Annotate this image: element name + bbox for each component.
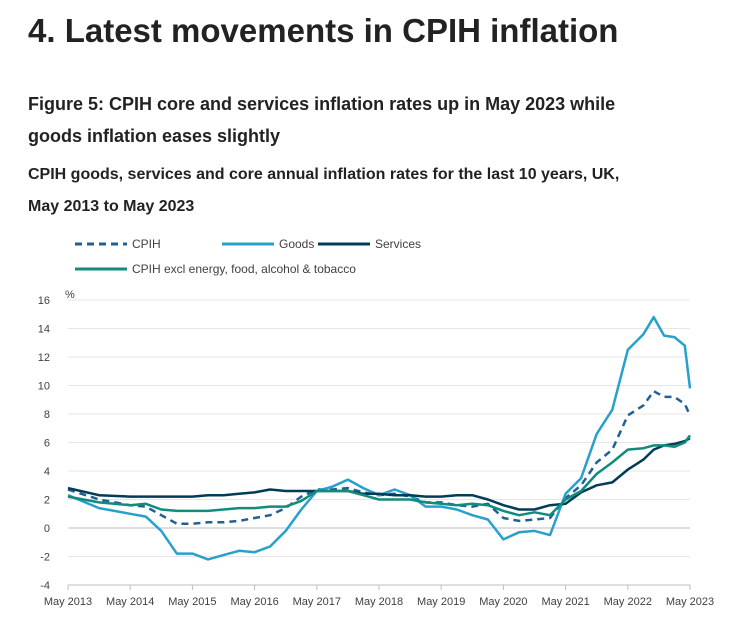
series-line-goods: [67, 315, 692, 561]
y-axis-unit: %: [65, 289, 75, 301]
x-axis-ticks: May 2013 May 2014 May 2015 May 2016 May 2017…: [44, 584, 714, 608]
grid-lines: [68, 299, 690, 586]
y-tick-label: 14: [38, 324, 50, 336]
x-tick-label: May 2019: [417, 596, 465, 608]
legend-label-services: Services: [375, 237, 421, 251]
x-tick-label: May 2017: [293, 596, 341, 608]
x-tick-label: May 2022: [604, 596, 652, 608]
y-tick-label: 8: [44, 409, 50, 421]
x-tick-label: May 2018: [355, 596, 403, 608]
legend-label-cpih-excl-energy-food-alcohol-tobacco: CPIH excl energy, food, alcohol & tobacc…: [132, 262, 356, 276]
x-tick-label: May 2023: [666, 596, 714, 608]
x-tick-label: May 2015: [168, 596, 216, 608]
x-tick-label: May 2020: [479, 596, 527, 608]
section-title: 4. Latest movements in CPIH inflation: [28, 12, 619, 49]
x-tick-label: May 2013: [44, 596, 92, 608]
y-tick-label: 0: [44, 523, 50, 535]
y-tick-label: 12: [38, 352, 50, 364]
y-axis-ticks: -4 -2 0 2 4 6 8 10 12 14 16%: [38, 289, 75, 592]
y-tick-label: 2: [44, 495, 50, 507]
y-tick-label: 16: [38, 295, 50, 307]
x-tick-label: May 2016: [230, 596, 278, 608]
y-tick-label: -4: [40, 580, 50, 592]
x-tick-label: May 2021: [541, 596, 589, 608]
legend-label-cpih: CPIH: [132, 237, 161, 251]
series-line-services: [67, 437, 691, 511]
y-tick-label: 10: [38, 381, 50, 393]
y-tick-label: 4: [44, 466, 50, 478]
series-line-cpih: [67, 389, 692, 525]
legend-label-goods: Goods: [279, 237, 314, 251]
y-tick-label: 6: [44, 438, 50, 450]
x-tick-label: May 2014: [106, 596, 154, 608]
y-tick-label: -2: [40, 552, 50, 564]
series-line-cpih-excl-energy-food-alcohol-tobacco: [67, 434, 692, 517]
figure-title: Figure 5: CPIH core and services inflati…: [28, 94, 616, 146]
series-lines: [67, 315, 692, 561]
chart-legend: CPIH Goods Services CPIH excl energy, food,…: [75, 237, 421, 276]
figure-subtitle: CPIH goods, services and core annual inf…: [28, 166, 620, 215]
